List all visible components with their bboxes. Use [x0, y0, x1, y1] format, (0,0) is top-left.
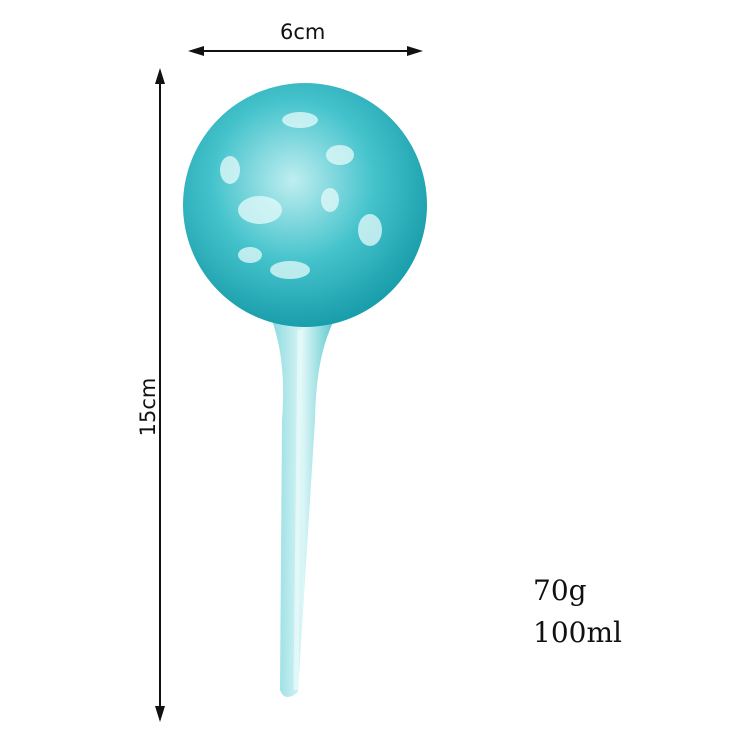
width-label: 6cm	[280, 20, 326, 44]
weight-label: 70g	[533, 574, 587, 607]
volume-label: 100ml	[533, 616, 622, 649]
glass-watering-bulb	[183, 83, 427, 698]
height-dimension-arrow	[155, 68, 165, 722]
width-dimension-arrow	[188, 46, 423, 56]
height-label: 15cm	[136, 377, 160, 437]
